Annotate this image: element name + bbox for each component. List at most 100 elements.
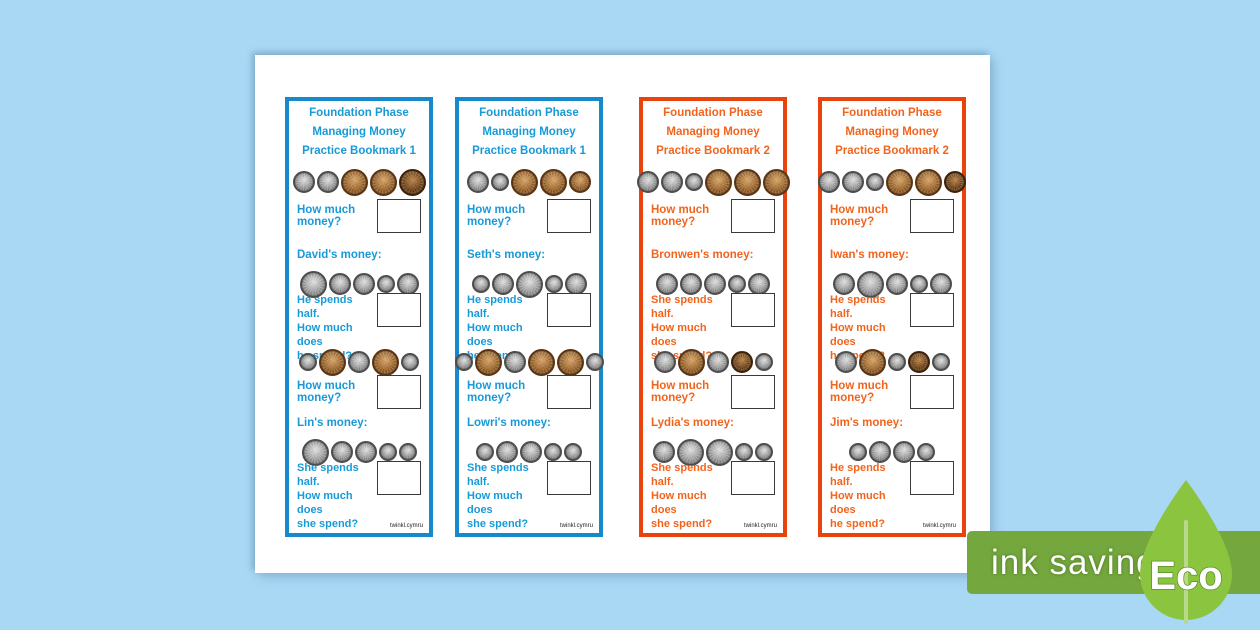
copper-coin-icon (369, 168, 397, 196)
copper-coin-icon (569, 171, 591, 193)
answer-box[interactable] (731, 375, 775, 409)
question-row: How much money? (297, 199, 421, 233)
coin-row (824, 437, 960, 467)
coin-row (461, 167, 597, 197)
silver-coin-icon (677, 438, 704, 466)
bookmark: Foundation Phase Managing Money Practice… (818, 97, 966, 537)
copper-coin-icon (886, 168, 913, 196)
title-line: Foundation Phase (309, 107, 409, 119)
spend-question-row: She spends half. How much does she spend… (651, 461, 775, 531)
answer-box[interactable] (547, 199, 591, 233)
silver-coin-icon (660, 171, 683, 193)
question-row: How much money? (830, 375, 954, 409)
bookmark-title: Foundation Phase Managing Money Practice… (289, 104, 429, 161)
silver-coin-icon (491, 273, 514, 295)
coin-row (636, 167, 790, 197)
coin-row (645, 269, 781, 299)
coin-row (454, 347, 604, 377)
question-label: How much money? (467, 380, 526, 404)
answer-box[interactable] (910, 293, 954, 327)
question-label: How much money? (467, 204, 526, 228)
coin-row (291, 167, 427, 197)
question-label: How much money? (651, 204, 710, 228)
silver-coin-icon (842, 171, 864, 193)
copper-coin-icon (340, 168, 368, 196)
coin-row (824, 269, 960, 299)
silver-coin-icon (834, 351, 857, 373)
answer-box[interactable] (910, 199, 954, 233)
answer-box[interactable] (547, 461, 591, 495)
silver-coin-icon (564, 443, 582, 461)
silver-coin-icon (476, 443, 494, 461)
bookmark-title: Foundation Phase Managing Money Practice… (459, 104, 599, 161)
spend-question-label: She spends half. How much does she spend… (467, 462, 529, 530)
silver-coin-icon (348, 351, 370, 373)
silver-coin-icon (866, 173, 884, 191)
silver-coin-icon (544, 275, 563, 293)
silver-coin-icon (653, 351, 676, 373)
answer-box[interactable] (910, 375, 954, 409)
answer-box[interactable] (377, 375, 421, 409)
question-label: How much money? (830, 204, 889, 228)
silver-coin-icon (328, 273, 351, 295)
silver-coin-icon (706, 351, 729, 373)
question-label: How much money? (651, 380, 710, 404)
bookmark: Foundation Phase Managing Money Practice… (285, 97, 433, 537)
name-label: Lin's money: (297, 417, 368, 429)
copper-coin-icon (540, 168, 567, 196)
coin-row (824, 347, 960, 377)
silver-coin-icon (503, 351, 526, 373)
title-line: Managing Money (666, 126, 760, 138)
name-label: Lowri's money: (467, 417, 551, 429)
silver-coin-icon (735, 443, 753, 461)
copper-coin-icon (474, 348, 502, 376)
silver-coin-icon (849, 443, 867, 461)
copper-coin-icon (527, 348, 555, 376)
silver-coin-icon (832, 273, 855, 295)
answer-box[interactable] (377, 199, 421, 233)
twinkl-watermark: twinkl.cymru (922, 523, 956, 529)
worksheet-page: Foundation Phase Managing Money Practice… (255, 55, 990, 573)
answer-box[interactable] (377, 293, 421, 327)
spend-question-label: She spends half. How much does she spend… (297, 462, 359, 530)
answer-box[interactable] (547, 375, 591, 409)
silver-coin-icon (704, 273, 726, 295)
copper-coin-icon (319, 348, 346, 376)
silver-coin-icon (454, 353, 473, 371)
silver-coin-icon (496, 441, 518, 463)
question-row: How much money? (651, 375, 775, 409)
silver-coin-icon (299, 270, 327, 298)
question-row: How much money? (830, 199, 954, 233)
coin-row (818, 167, 966, 197)
silver-coin-icon (301, 438, 329, 466)
question-label: How much money? (297, 204, 356, 228)
name-label: Bronwen's money: (651, 249, 754, 261)
answer-box[interactable] (731, 461, 775, 495)
question-row: How much money? (467, 375, 591, 409)
silver-coin-icon (893, 441, 915, 463)
coin-row (291, 347, 427, 377)
title-line: Practice Bookmark 1 (302, 145, 416, 157)
silver-coin-icon (352, 273, 375, 295)
coin-row (645, 437, 781, 467)
question-label: How much money? (297, 380, 356, 404)
answer-box[interactable] (547, 293, 591, 327)
answer-box[interactable] (910, 461, 954, 495)
copper-coin-icon (907, 351, 930, 373)
silver-coin-icon (316, 171, 339, 193)
spend-question-label: She spends half. How much does she spend… (651, 462, 713, 530)
name-label: Lydia's money: (651, 417, 734, 429)
answer-box[interactable] (731, 293, 775, 327)
copper-coin-icon (733, 168, 761, 196)
silver-coin-icon (869, 441, 891, 463)
eco-leaf-icon: Eco (1140, 480, 1232, 624)
spend-question-row: He spends half. How much does he spend? (830, 461, 954, 531)
silver-coin-icon (755, 443, 773, 461)
silver-coin-icon (471, 275, 490, 293)
answer-box[interactable] (377, 461, 421, 495)
copper-coin-icon (372, 348, 399, 376)
answer-box[interactable] (731, 199, 775, 233)
name-label: David's money: (297, 249, 382, 261)
silver-coin-icon (653, 441, 675, 463)
spend-question-label: He spends half. How much does he spend? (830, 462, 886, 530)
